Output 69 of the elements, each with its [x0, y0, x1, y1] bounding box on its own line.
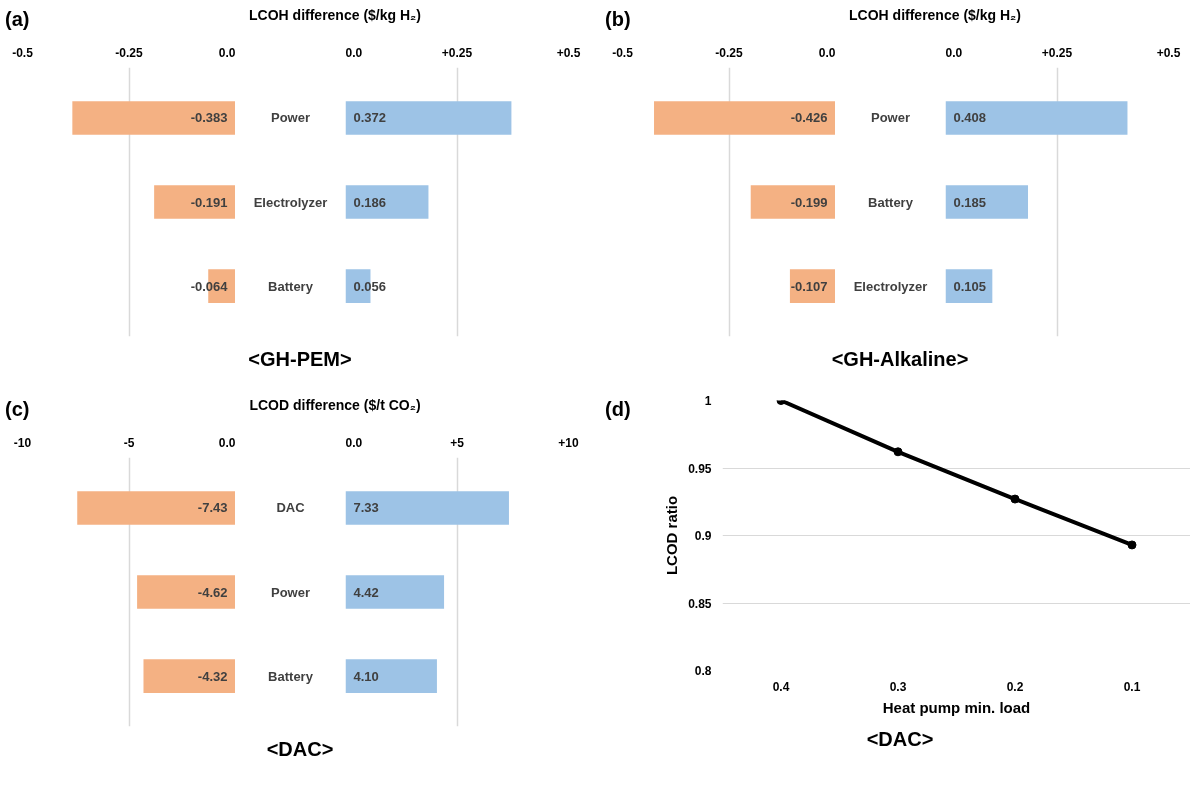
- y-tick-label: Power: [270, 584, 311, 600]
- x-axis-title: LCOH difference ($/kg H₂): [849, 6, 1021, 25]
- y-tick-label: Power: [870, 110, 911, 126]
- data-label: -7.43: [197, 500, 228, 516]
- data-label: 0.408: [953, 110, 987, 126]
- y-tick-label: Power: [270, 110, 311, 126]
- y-tick-label: Battery: [268, 278, 314, 294]
- chart-title: (d): [605, 397, 631, 422]
- data-label: 4.42: [353, 584, 379, 600]
- y-tick-label: 0.8: [694, 664, 712, 678]
- x-tick-label: 0.0: [345, 435, 363, 450]
- chart-title: (a): [5, 7, 30, 32]
- x-tick-label: -10: [13, 435, 32, 450]
- chart-title: (b): [605, 7, 631, 32]
- x-tick-label: +0.5: [1156, 45, 1181, 60]
- y-tick-label: Electrolyzer: [253, 194, 328, 210]
- x-tick-label: +0.25: [1041, 45, 1073, 60]
- x-tick-label: 0.0: [345, 45, 363, 60]
- x-axis-title: LCOH difference ($/kg H₂): [249, 6, 421, 25]
- text: <DAC>: [266, 737, 334, 762]
- x-axis-title: LCOD difference ($/t CO₂): [249, 396, 421, 415]
- y-tick-label: Battery: [268, 668, 314, 684]
- x-tick-label: 0.4: [772, 679, 790, 694]
- x-tick-label: 0.2: [1006, 679, 1024, 694]
- x-tick-label: -0.25: [115, 45, 143, 60]
- data-label: 4.10: [353, 668, 379, 684]
- y-tick-label: 0.9: [694, 529, 712, 543]
- data-label: -0.191: [190, 194, 228, 210]
- x-tick-label: 0.0: [218, 45, 236, 60]
- x-tick-label: +0.5: [556, 45, 581, 60]
- data-label: 0.185: [953, 194, 987, 210]
- x-tick-label: +0.25: [441, 45, 473, 60]
- text: <GH-Alkaline>: [831, 347, 969, 372]
- y-tick-label: 1: [704, 394, 712, 408]
- data-label: 7.33: [353, 500, 379, 516]
- x-tick-label: -0.5: [612, 45, 634, 60]
- y-tick-label: Electrolyzer: [853, 278, 928, 294]
- data-label: -4.32: [197, 668, 228, 684]
- x-tick-label: -0.25: [715, 45, 743, 60]
- x-tick-label: 0.0: [945, 45, 963, 60]
- y-tick-label: DAC: [276, 500, 306, 516]
- text: <DAC>: [866, 727, 934, 752]
- data-label: -4.62: [197, 584, 228, 600]
- data-label: -0.383: [190, 110, 228, 126]
- y-tick-label: 0.95: [688, 461, 712, 476]
- text: <GH-PEM>: [248, 347, 352, 372]
- x-tick-label: 0.1: [1123, 679, 1141, 694]
- y-tick-label: Battery: [868, 194, 914, 210]
- point: [1127, 540, 1137, 550]
- data-label: -0.426: [790, 110, 828, 126]
- data-label: -0.107: [790, 278, 828, 294]
- y-axis-title: LCOD ratio: [663, 495, 681, 576]
- point: [1010, 494, 1020, 504]
- x-tick-label: +5: [450, 435, 465, 450]
- x-tick-label: -0.5: [12, 45, 34, 60]
- data-label: 0.056: [353, 278, 387, 294]
- y-tick-label: 0.85: [688, 596, 712, 611]
- x-tick-label: -5: [123, 435, 135, 450]
- point: [893, 447, 903, 457]
- data-label: 0.186: [353, 194, 387, 210]
- x-tick-label: 0.3: [889, 679, 907, 694]
- data-label: 0.372: [353, 110, 387, 126]
- x-axis-title: Heat pump min. load: [882, 698, 1031, 716]
- data-label: -0.199: [790, 194, 828, 210]
- x-tick-label: 0.0: [218, 435, 236, 450]
- x-tick-label: 0.0: [818, 45, 836, 60]
- x-tick-label: +10: [558, 435, 579, 450]
- data-label: 0.105: [953, 278, 987, 294]
- chart-title: (c): [5, 397, 30, 422]
